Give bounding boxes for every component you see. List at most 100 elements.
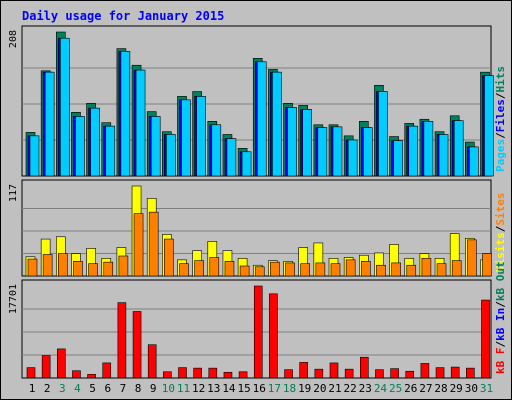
bar-sites-day-30	[467, 239, 477, 277]
x-tick-label: 1	[29, 382, 36, 395]
legend-separator: /	[494, 92, 507, 99]
bar-sites-day-1	[27, 258, 38, 277]
bar-sites-day-29	[451, 260, 462, 277]
bar-kb-f-day-23	[359, 356, 369, 379]
bar-pages-day-12	[196, 96, 206, 177]
bar-pages-day-27	[423, 121, 434, 177]
bar-kb-f-day-1	[26, 367, 36, 379]
bar-pages-day-26	[408, 125, 419, 177]
bar-sites-day-23	[360, 261, 371, 277]
bar-kb-f-day-6	[102, 362, 112, 379]
y-max-label: 208	[8, 30, 19, 48]
bar-sites-day-5	[88, 263, 98, 277]
bar-kb-f-day-30	[466, 367, 475, 379]
x-tick-label: 20	[313, 382, 326, 395]
x-tick-label: 4	[74, 382, 81, 395]
bar-sites-day-21	[330, 263, 341, 277]
bar-kb-f-day-2	[41, 355, 51, 379]
bar-pages-day-4	[75, 116, 85, 177]
legend-entry: kB In	[494, 308, 507, 341]
x-tick-label: 29	[450, 382, 463, 395]
bar-pages-day-16	[256, 61, 267, 177]
bar-kb-f-day-27	[420, 363, 430, 379]
x-tick-label: 19	[298, 382, 311, 395]
bar-kb-f-day-19	[299, 362, 309, 379]
x-tick-label: 30	[465, 382, 478, 395]
panel-top: 208 Pages/Files/Hits	[8, 25, 507, 177]
bar-sites-day-7	[118, 255, 129, 277]
x-tick-label: 28	[434, 382, 447, 395]
legend-entry: Hits	[494, 66, 507, 93]
bar-kb-f-day-28	[435, 367, 445, 379]
bar-pages-day-7	[120, 51, 131, 177]
bar-kb-f-day-22	[344, 368, 354, 379]
bar-kb-f-day-12	[193, 367, 202, 379]
legend-entry: kB F	[494, 348, 507, 375]
bar-sites-day-2	[42, 254, 53, 277]
bar-pages-day-5	[90, 107, 100, 177]
legend-top: Pages/Files/Hits	[494, 66, 507, 172]
x-tick-label: 17	[268, 382, 281, 395]
panels: 208Pages/Files/Hits117Visits/Sites17701k…	[8, 25, 507, 379]
legend-entry: kB Out	[494, 261, 507, 301]
bar-pages-day-10	[166, 134, 176, 177]
bar-pages-day-30	[469, 146, 479, 177]
bar-pages-day-3	[59, 37, 70, 177]
bar-pages-day-24	[378, 91, 388, 177]
x-tick-label: 18	[283, 382, 296, 395]
bar-pages-day-13	[211, 124, 222, 177]
bar-sites-day-27	[421, 258, 432, 277]
legend-separator: /	[494, 225, 507, 232]
x-tick-label: 9	[150, 382, 157, 395]
bar-kb-f-day-10	[163, 371, 172, 379]
bar-pages-day-21	[332, 126, 343, 177]
bar-sites-day-13	[209, 257, 220, 277]
bar-sites-day-11	[179, 263, 189, 277]
bar-pages-day-6	[105, 125, 116, 177]
x-tick-label: 27	[419, 382, 432, 395]
legend-middle: Visits/Sites	[494, 193, 507, 273]
bar-kb-f-day-20	[314, 368, 324, 379]
bar-sites-day-15	[239, 265, 250, 277]
bar-kb-f-day-9	[147, 344, 157, 379]
bar-pages-day-1	[29, 135, 40, 177]
bar-sites-day-25	[391, 262, 401, 277]
x-tick-label: 10	[162, 382, 175, 395]
bar-sites-day-28	[436, 263, 447, 277]
bar-pages-day-18	[287, 107, 297, 177]
x-axis-labels: 1 2 3 4 5 6 7 8 9 10 11 12 13 14 15 16 17 18 19 20 21 22 23 24 2…	[29, 382, 493, 395]
bar-pages-day-22	[347, 139, 358, 177]
bar-kb-f-day-4	[72, 370, 81, 379]
bar-pages-day-9	[150, 116, 161, 177]
bar-pages-day-15	[241, 151, 252, 177]
y-max-label: 117	[8, 184, 19, 202]
bar-sites-day-14	[224, 261, 235, 277]
bar-kb-f-day-5	[87, 374, 96, 379]
bar-pages-day-8	[135, 69, 146, 177]
bar-kb-f-day-3	[56, 348, 66, 379]
bar-sites-day-20	[315, 262, 326, 277]
bar-sites-day-17	[270, 261, 280, 277]
bar-sites-day-8	[133, 213, 144, 277]
bar-pages-day-19	[302, 109, 313, 177]
bar-sites-day-16	[254, 266, 265, 277]
bar-sites-day-12	[194, 260, 204, 277]
x-tick-label: 5	[89, 382, 96, 395]
bar-kb-f-day-16	[253, 285, 263, 379]
bar-pages-day-11	[181, 99, 191, 177]
bar-kb-f-day-15	[238, 371, 248, 379]
bar-sites-day-10	[164, 238, 174, 277]
bar-sites-day-6	[103, 261, 114, 277]
x-tick-label: 31	[480, 382, 493, 395]
x-tick-label: 23	[359, 382, 372, 395]
bar-pages-day-17	[272, 71, 282, 177]
bar-pages-day-20	[317, 127, 328, 177]
bar-kb-f-day-24	[375, 369, 384, 379]
bar-kb-f-day-25	[390, 368, 399, 379]
x-tick-label: 22	[344, 382, 357, 395]
x-tick-label: 3	[59, 382, 66, 395]
legend-entry: Visits	[494, 232, 507, 272]
bar-sites-day-24	[376, 264, 386, 277]
bar-pages-day-29	[453, 120, 464, 177]
